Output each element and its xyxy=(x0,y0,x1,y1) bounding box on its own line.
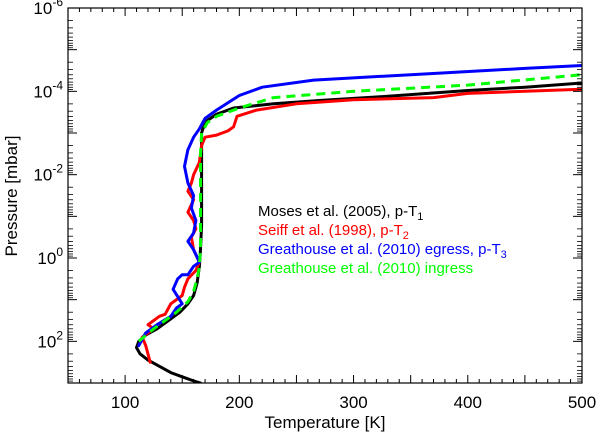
x-tick-label: 200 xyxy=(225,393,253,412)
x-tick-label: 300 xyxy=(339,393,367,412)
series-layer xyxy=(135,64,582,383)
legend-label-subscript: 1 xyxy=(417,211,423,223)
x-tick-label: 100 xyxy=(111,393,139,412)
y-tick-exponent: -4 xyxy=(52,78,63,92)
y-axis-label: Pressure [mbar] xyxy=(2,136,21,257)
y-tick-exponent: -6 xyxy=(52,0,63,9)
y-tick-exponent: 0 xyxy=(56,245,63,259)
y-tick-label: 100 xyxy=(37,245,63,268)
legend-label-subscript: 2 xyxy=(403,230,409,242)
series-line-3 xyxy=(137,64,582,347)
legend-entry-3: Greathouse et al. (2010) egress, p-T3 xyxy=(258,241,507,261)
y-tick-base: 10 xyxy=(33,82,52,101)
y-tick-label: 10-2 xyxy=(33,162,63,185)
y-tick-base: 10 xyxy=(33,0,52,18)
tick-layer xyxy=(67,7,583,384)
y-tick-exponent: 2 xyxy=(56,328,63,342)
y-tick-base: 10 xyxy=(37,249,56,268)
legend-label: Greathouse et al. (2010) egress, p-T xyxy=(258,241,501,258)
y-tick-base: 10 xyxy=(37,332,56,351)
series-line-4 xyxy=(137,73,582,343)
legend-label: Seiff et al. (1998), p-T xyxy=(258,222,403,239)
y-tick-label: 102 xyxy=(37,328,63,351)
legend-label: Moses et al. (2005), p-T xyxy=(258,203,417,220)
legend-entry-2: Seiff et al. (1998), p-T2 xyxy=(258,222,409,242)
y-tick-base: 10 xyxy=(33,166,52,185)
y-tick-label: 10-6 xyxy=(33,0,63,18)
x-tick-label: 400 xyxy=(454,393,482,412)
x-axis-label: Temperature [K] xyxy=(265,413,386,432)
legend-entry-4: Greathouse et al. (2010) ingress xyxy=(258,260,473,277)
legend-entry-1: Moses et al. (2005), p-T1 xyxy=(258,203,423,223)
series-line-1 xyxy=(135,81,582,383)
legend-label: Greathouse et al. (2010) ingress xyxy=(258,260,473,277)
legend-label-subscript: 3 xyxy=(501,249,507,261)
plot-frame xyxy=(67,7,583,384)
y-tick-exponent: -2 xyxy=(52,162,63,176)
x-tick-label: 500 xyxy=(568,393,596,412)
y-tick-label: 10-4 xyxy=(33,78,63,101)
x-tick-labels: 100 200 300 400 500 xyxy=(111,393,596,412)
